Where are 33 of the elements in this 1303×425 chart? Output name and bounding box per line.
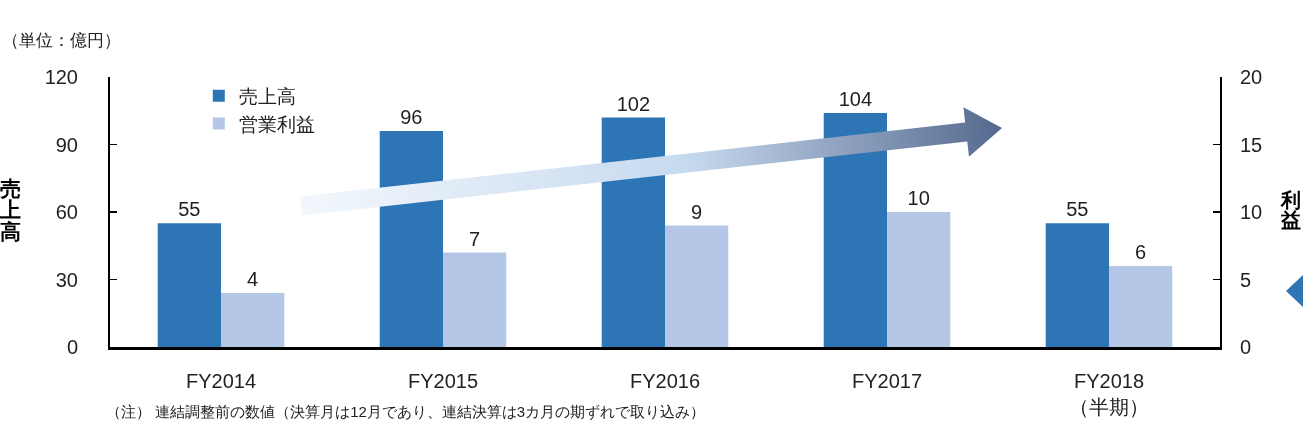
x-tick-label: FY2015 bbox=[407, 369, 479, 392]
bar bbox=[157, 223, 221, 347]
y2-axis-title: 利益 bbox=[1281, 189, 1301, 232]
data-label: 10 bbox=[907, 187, 930, 209]
y2-tick-label: 15 bbox=[1240, 133, 1263, 156]
bar bbox=[379, 131, 443, 347]
x-tick-label: FY2018 （半期） bbox=[1069, 369, 1149, 418]
legend-label: 営業利益 bbox=[238, 113, 315, 135]
y-axis-title: 売上高 bbox=[0, 177, 21, 243]
x-tick-label: FY2014 bbox=[185, 369, 257, 392]
y2-tick-label: 5 bbox=[1240, 268, 1252, 291]
data-label: 55 bbox=[1066, 198, 1089, 221]
text: （単位：億円） bbox=[2, 31, 121, 50]
y-tick-label: 30 bbox=[55, 268, 78, 291]
y2-tick-label: 0 bbox=[1240, 336, 1252, 358]
data-label: 104 bbox=[838, 88, 873, 110]
y2-tick-label: 20 bbox=[1240, 66, 1263, 88]
data-label: 96 bbox=[400, 106, 423, 128]
x-tick-label: FY2017 bbox=[851, 369, 923, 392]
y-tick-label: 90 bbox=[55, 133, 78, 156]
y-tick-label: 0 bbox=[66, 336, 78, 358]
y2-tick-label: 10 bbox=[1240, 201, 1263, 223]
data-label: 7 bbox=[469, 227, 481, 250]
text: （注） 連結調整前の数値（決算月は12月であり、連結決算は3カ月の期ずれで取り込み） bbox=[106, 403, 706, 421]
data-label: 55 bbox=[178, 198, 201, 221]
data-label: 9 bbox=[691, 200, 703, 223]
legend-label: 売上高 bbox=[238, 86, 296, 108]
data-label: 6 bbox=[1135, 241, 1147, 263]
y-tick-label: 60 bbox=[55, 201, 78, 223]
data-label: 4 bbox=[247, 268, 259, 290]
y-tick-label: 120 bbox=[44, 66, 78, 88]
data-label: 102 bbox=[616, 92, 651, 115]
x-tick-label: FY2016 bbox=[629, 369, 701, 392]
